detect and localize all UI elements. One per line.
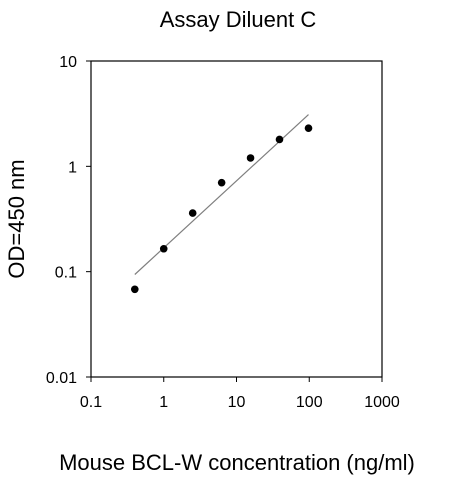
y-tick-label: 1: [68, 159, 77, 176]
x-tick-label: 1: [159, 394, 168, 411]
x-tick-label: 1000: [364, 394, 400, 411]
plot-area: [90, 60, 383, 378]
x-tick-label: 0.1: [80, 394, 102, 411]
y-tick-label: 0.1: [55, 265, 77, 282]
data-point: [275, 135, 284, 144]
data-point: [188, 209, 197, 217]
x-tick-label: 100: [296, 394, 323, 411]
data-point: [246, 154, 255, 162]
y-axis-label: OD=450 nm: [4, 159, 29, 278]
x-axis-label: Mouse BCL-W concentration (ng/ml): [59, 450, 415, 475]
plot-border: [90, 60, 383, 378]
y-tick-label: 0.01: [46, 370, 77, 387]
y-tick-label: 10: [59, 54, 77, 71]
data-point: [217, 178, 226, 187]
chart-title: Assay Diluent C: [160, 7, 317, 32]
data-point: [304, 124, 313, 133]
x-tick-label: 10: [228, 394, 246, 411]
data-points: [130, 124, 313, 294]
data-point: [130, 285, 139, 294]
data-point: [159, 244, 168, 253]
